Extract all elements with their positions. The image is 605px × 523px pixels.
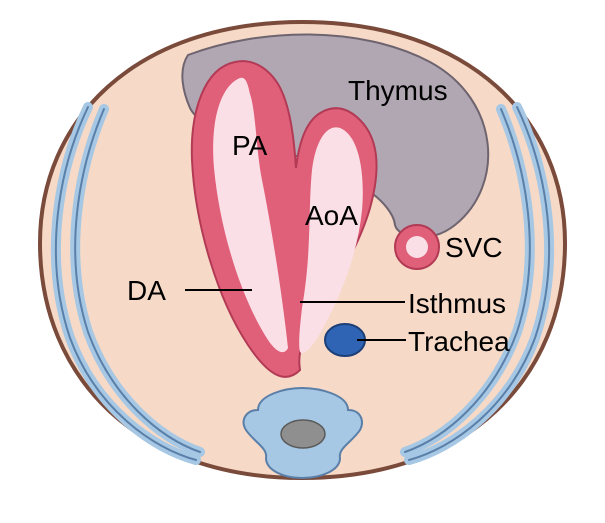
label-aoa: AoA bbox=[305, 200, 358, 232]
label-isthmus: Isthmus bbox=[408, 288, 506, 320]
label-trachea: Trachea bbox=[408, 326, 510, 358]
label-da: DA bbox=[127, 275, 166, 307]
label-thymus: Thymus bbox=[348, 75, 448, 107]
label-svc: SVC bbox=[445, 232, 503, 264]
diagram-stage: Thymus PA AoA SVC DA Isthmus Trachea bbox=[0, 0, 605, 523]
anatomy-svg bbox=[0, 0, 605, 523]
svc-inner bbox=[406, 236, 428, 258]
label-pa: PA bbox=[232, 130, 267, 162]
vertebra-disc bbox=[281, 420, 325, 448]
